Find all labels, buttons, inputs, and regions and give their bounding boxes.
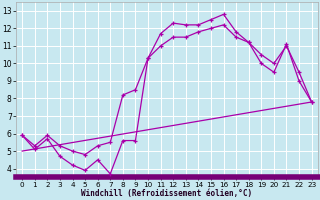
X-axis label: Windchill (Refroidissement éolien,°C): Windchill (Refroidissement éolien,°C) [81,189,252,198]
